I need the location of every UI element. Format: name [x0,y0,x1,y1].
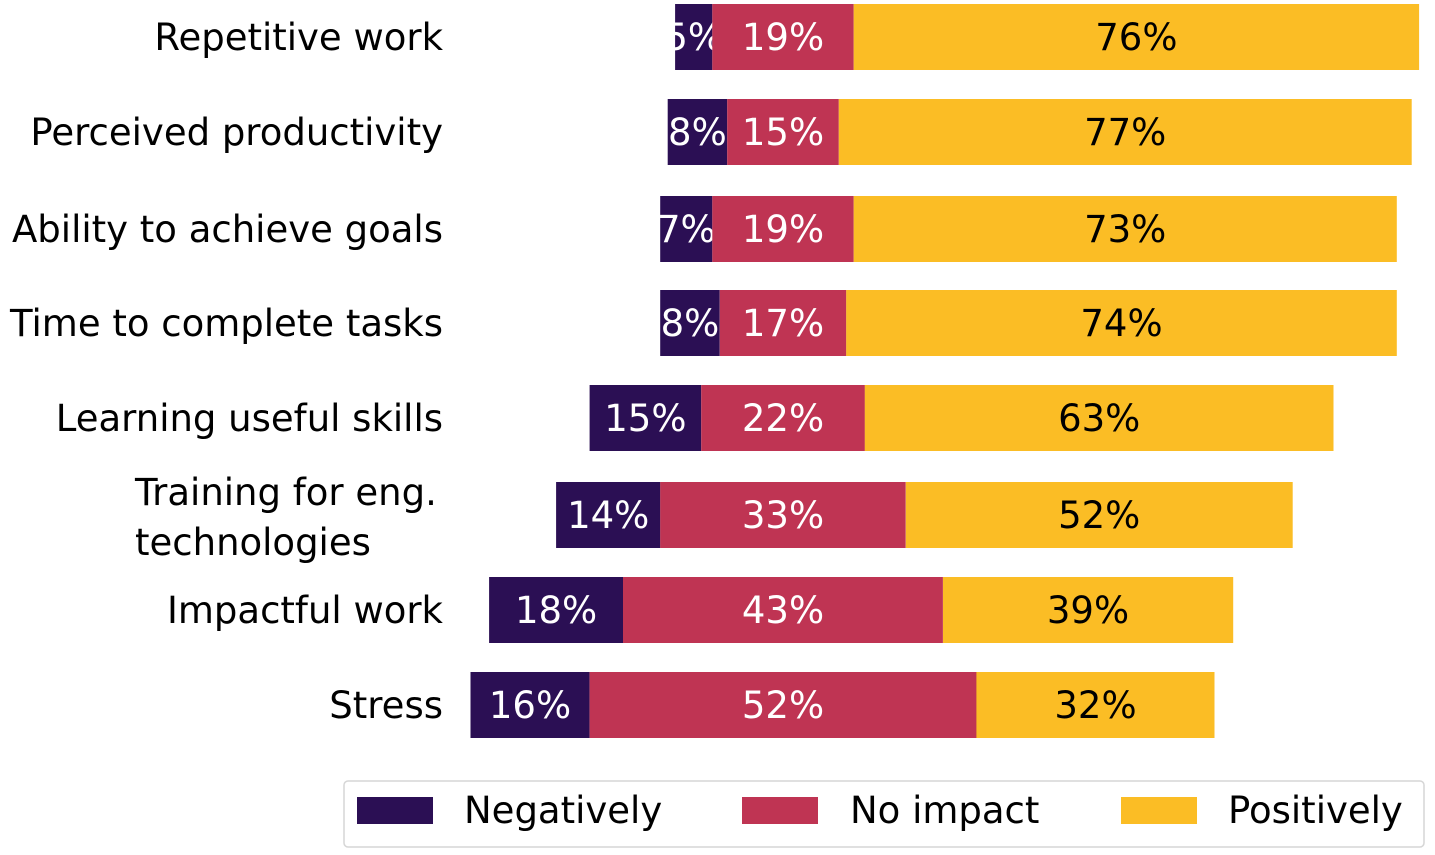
bar-no-impact-3 [719,290,847,356]
data-label-no-impact-0: 19% [742,16,824,59]
bar-negatively-2 [660,196,713,262]
data-label-negatively-4: 15% [604,397,686,440]
bar-negatively-1 [667,99,728,165]
legend-label-no-impact: No impact [850,789,1039,832]
category-label-1: Perceived productivity [30,111,443,154]
bar-negatively-4 [589,385,702,451]
data-label-no-impact-2: 19% [742,208,824,251]
category-label-line: technologies [135,521,371,564]
data-label-no-impact-3: 17% [742,302,824,345]
legend-swatch-negatively [357,797,433,824]
category-label-2: Ability to achieve goals [12,208,443,251]
category-label-4: Learning useful skills [56,397,443,440]
data-label-negatively-2: 7% [657,208,716,251]
legend-label-negatively: Negatively [464,789,662,832]
category-labels: Repetitive work Perceived productivity Abi… [9,16,444,727]
bar-negatively-3 [660,290,720,356]
bar-no-impact-1 [727,99,839,165]
category-label-7: Stress [329,684,443,727]
legend-swatch-positively [1121,797,1197,824]
bar-positively-3 [846,290,1397,356]
bar-positively-1 [838,99,1412,165]
data-label-positively-6: 39% [1047,589,1129,632]
data-label-negatively-3: 8% [661,302,720,345]
legend-label-positively: Positively [1228,789,1403,832]
category-label-line: Training for eng. [134,471,437,514]
bar-negatively-7 [470,672,590,738]
bar-negatively-0 [675,4,713,70]
data-label-no-impact-1: 15% [742,111,824,154]
bar-positively-0 [853,4,1420,70]
data-label-negatively-6: 18% [515,589,597,632]
category-label-5: Training for eng. technologies [134,471,437,564]
data-label-negatively-7: 16% [489,684,571,727]
category-label-6: Impactful work [167,589,444,632]
category-label-3: Time to complete tasks [9,302,443,345]
legend-swatch-no-impact [742,797,818,824]
category-label-0: Repetitive work [154,16,443,59]
data-label-no-impact-7: 52% [742,684,824,727]
data-label-positively-5: 52% [1058,494,1140,537]
bar-positively-2 [853,196,1397,262]
legend: Negatively No impact Positively [343,780,1425,848]
data-label-positively-7: 32% [1054,684,1136,727]
bar-positively-4 [864,385,1334,451]
bar-no-impact-0 [712,4,854,70]
data-label-positively-2: 73% [1084,208,1166,251]
data-label-no-impact-4: 22% [742,397,824,440]
data-label-positively-1: 77% [1084,111,1166,154]
bar-no-impact-7 [589,672,977,738]
data-label-negatively-5: 14% [567,494,649,537]
bar-no-impact-5 [660,482,906,548]
data-label-no-impact-6: 43% [742,589,824,632]
bar-no-impact-2 [712,196,854,262]
data-label-positively-3: 74% [1080,302,1162,345]
data-label-positively-0: 76% [1095,16,1177,59]
bar-positively-7 [976,672,1215,738]
data-label-positively-4: 63% [1058,397,1140,440]
bar-no-impact-4 [701,385,865,451]
bar-negatively-5 [556,482,661,548]
data-label-no-impact-5: 33% [742,494,824,537]
bars-layer: 5% 19% 76%8% 15% 77%7% 19% 73%8% 17% 74%15% 22% 63… [470,4,1420,738]
data-label-negatively-1: 8% [668,111,727,154]
bar-no-impact-6 [623,577,943,643]
bar-positively-6 [943,577,1234,643]
bar-positively-5 [905,482,1293,548]
bar-negatively-6 [489,577,623,643]
